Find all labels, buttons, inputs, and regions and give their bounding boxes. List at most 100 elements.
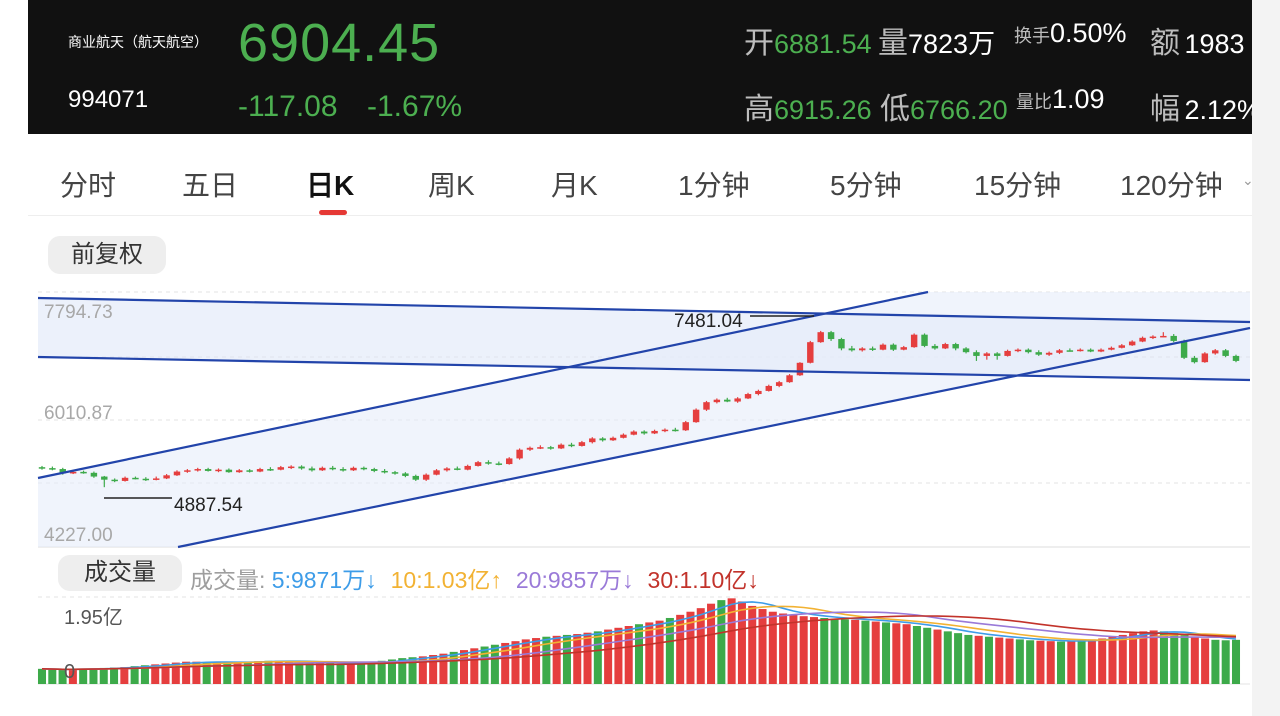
candle-body — [931, 345, 939, 349]
volume-bar — [604, 629, 613, 684]
candle-body — [817, 332, 824, 343]
quote-low: 低6766.20 — [880, 84, 1008, 128]
tab-120min[interactable]: 120分钟 — [1120, 170, 1223, 201]
volume-bar — [1005, 638, 1014, 684]
tab-weekly-k[interactable]: 周K — [428, 170, 475, 201]
candle-body — [319, 467, 326, 471]
volume-bar — [99, 667, 108, 684]
volume-bar — [285, 661, 294, 684]
volume-bar — [58, 669, 67, 684]
open-label: 开 — [744, 27, 774, 60]
quote-header: 商业航天（航天航空） 994071 6904.45 -117.08 -1.67%… — [28, 0, 1252, 134]
amount-value: 1983 — [1184, 29, 1245, 59]
candle-body — [651, 430, 658, 434]
volume-bar — [686, 611, 695, 684]
volume-bar — [243, 661, 252, 684]
candle-body — [682, 422, 689, 431]
candle-body — [620, 434, 627, 438]
volume-bar — [655, 620, 664, 684]
volume-bar — [305, 662, 314, 684]
candle-body — [443, 468, 451, 471]
candle-body — [121, 477, 129, 481]
volume-bar — [768, 611, 777, 684]
volume-bar — [1159, 631, 1168, 684]
tab-1min[interactable]: 1分钟 — [678, 170, 750, 201]
candle-body — [765, 385, 773, 391]
volume-bar — [48, 669, 57, 684]
candle-body — [713, 399, 721, 403]
candle-body — [1222, 350, 1229, 356]
scrollbar-track[interactable] — [1252, 0, 1280, 716]
volume-bar — [840, 619, 849, 684]
candle-body — [38, 467, 46, 469]
tab-five-day[interactable]: 五日 — [182, 170, 239, 201]
amplitude-label: 幅 — [1150, 93, 1180, 126]
candle-body — [734, 398, 741, 402]
volume-bar — [984, 636, 993, 684]
candle-body — [298, 466, 305, 469]
volume-bar — [79, 668, 88, 684]
volume-bar — [809, 617, 818, 684]
candle-body — [412, 475, 419, 480]
candle-body — [589, 438, 596, 443]
volume-bar — [583, 632, 592, 684]
tab-intraday[interactable]: 分时 — [60, 170, 117, 201]
volume-bar — [120, 667, 129, 684]
vol-ma20-value: 20:9857万↓ — [515, 567, 634, 593]
candle-body — [256, 469, 264, 472]
stock-name: 商业航天（航天航空） — [68, 34, 208, 50]
candle-body — [371, 469, 378, 471]
candle-body — [848, 348, 856, 351]
volume-bar — [346, 663, 355, 684]
volume-bar — [1077, 640, 1086, 684]
candle-body — [1035, 352, 1042, 355]
candle-body — [973, 352, 980, 356]
volume-bar — [398, 658, 407, 684]
volume-value: 7823万 — [908, 29, 996, 59]
volume-bar — [573, 634, 582, 684]
quote-amount: 额 1983 — [1150, 18, 1245, 62]
candle-body — [173, 471, 181, 476]
quote-turnover: 换手0.50% — [1014, 18, 1127, 49]
volume-bar — [192, 661, 201, 684]
volume-bar — [1129, 633, 1138, 684]
vol-ratio-label: 量比 — [1016, 92, 1052, 112]
quote-volume: 量7823万 — [878, 18, 995, 62]
candle-body — [859, 348, 866, 351]
tab-5min[interactable]: 5分钟 — [830, 170, 902, 201]
volume-panel-button[interactable]: 成交量 — [58, 555, 182, 591]
candle-body — [433, 470, 440, 475]
candle-body — [1097, 349, 1105, 352]
volume-bar — [799, 616, 808, 684]
turnover-value: 0.50% — [1050, 18, 1127, 48]
tab-monthly-k[interactable]: 月K — [551, 170, 598, 201]
candle-body — [329, 467, 336, 470]
candle-body — [1201, 353, 1209, 363]
candle-body — [557, 444, 565, 449]
candle-body — [692, 409, 700, 423]
volume-bar — [943, 631, 952, 684]
adjust-mode-button[interactable]: 前复权 — [48, 236, 166, 274]
volume-bar — [377, 660, 386, 684]
candle-body — [422, 474, 430, 480]
volume-bar — [264, 660, 273, 684]
volume-bar — [151, 664, 160, 684]
candle-body — [267, 469, 274, 471]
candle-body — [111, 479, 118, 482]
vol-ma5-value: 5:9871万↓ — [271, 567, 377, 593]
candle-body — [1212, 350, 1219, 354]
candle-body — [672, 429, 679, 432]
candle-body — [890, 344, 897, 350]
chevron-down-icon[interactable]: ⌄ — [1242, 172, 1252, 188]
candlestick-series — [38, 330, 1240, 488]
volume-bar — [676, 614, 685, 684]
tab-15min[interactable]: 15分钟 — [974, 170, 1062, 201]
candle-body — [640, 431, 648, 434]
volume-bar — [830, 618, 839, 684]
candle-body — [277, 467, 285, 470]
candle-body — [537, 447, 544, 449]
tab-daily-k[interactable]: 日K — [306, 170, 355, 201]
volume-bar — [254, 661, 263, 684]
volume-legend-label: 成交量: — [190, 567, 266, 593]
candle-body — [838, 339, 845, 349]
